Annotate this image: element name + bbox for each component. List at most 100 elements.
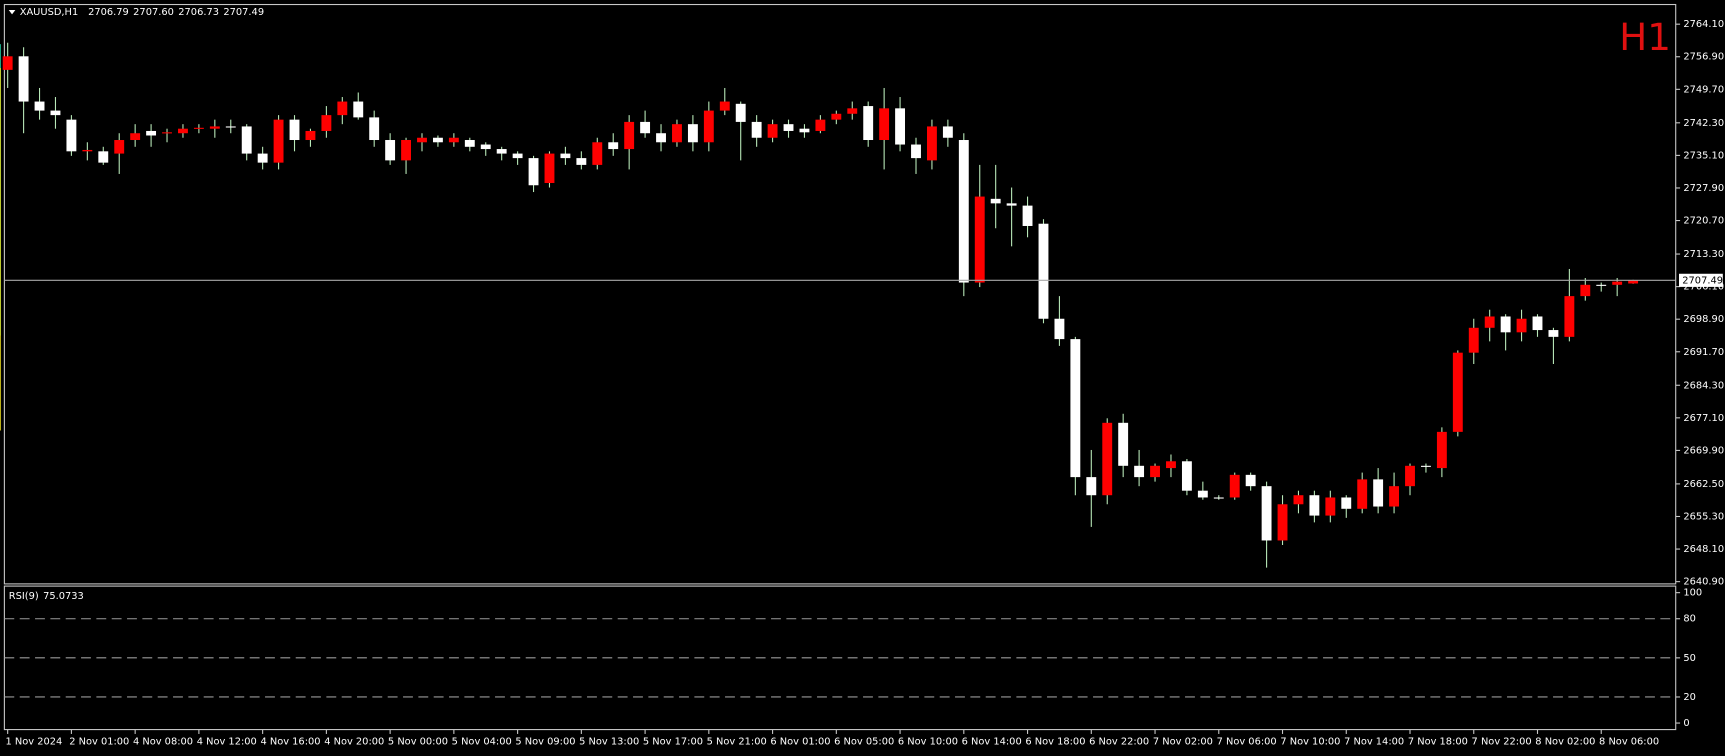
y-tick-label: 2706.10 — [1683, 282, 1724, 293]
last-price-label: 2707.49 — [1682, 275, 1723, 286]
candle-body-down — [942, 126, 953, 138]
candle-body-up — [1628, 280, 1639, 284]
y-tick-label: 2720.70 — [1683, 216, 1724, 227]
x-tick-label: 5 Nov 21:00 — [707, 737, 767, 748]
candle-body-up — [1516, 318, 1527, 333]
y-tick-label: 50 — [1683, 653, 1696, 664]
candle-body-up — [82, 149, 93, 152]
candle-body-up — [879, 108, 890, 141]
candle-body-down — [257, 153, 268, 163]
candle-body-up — [130, 133, 141, 141]
candle-body-down — [576, 158, 587, 165]
candle-body-up — [401, 140, 411, 161]
x-tick-label: 2 Nov 01:00 — [69, 737, 129, 748]
candle-body-down — [911, 144, 921, 159]
candle-body-up — [703, 110, 714, 143]
candle-body-down — [528, 158, 539, 186]
x-tick-label: 6 Nov 18:00 — [1025, 737, 1085, 748]
candle-body-up — [178, 128, 188, 134]
candle-body-down — [958, 140, 969, 283]
y-tick-label: 2691.70 — [1683, 347, 1724, 358]
candle-body-down — [640, 121, 651, 134]
candle-body-down — [1134, 465, 1145, 478]
candle-body-up — [719, 101, 730, 111]
x-tick-label: 6 Nov 10:00 — [898, 737, 958, 748]
candle-body-down — [1309, 495, 1320, 516]
timeframe-annotation: H1 — [1619, 15, 1671, 59]
candle-body-down — [1341, 497, 1352, 509]
y-tick-label: 80 — [1683, 614, 1696, 625]
y-tick-label: 2742.30 — [1683, 118, 1724, 129]
candle-body-down — [369, 117, 380, 141]
candle-body-down — [50, 110, 61, 116]
x-tick-label: 4 Nov 08:00 — [133, 737, 193, 748]
candle-body-down — [1213, 497, 1224, 499]
candle-body-up — [1357, 479, 1368, 509]
candle-body-down — [608, 142, 619, 150]
x-tick-label: 1 Nov 2024 — [5, 737, 62, 748]
candle-body-down — [1532, 316, 1543, 331]
candle-body-down — [512, 153, 523, 159]
candle-body-up — [305, 130, 316, 141]
y-tick-label: 2764.10 — [1683, 19, 1724, 30]
x-tick-label: 6 Nov 01:00 — [770, 737, 830, 748]
candle-body-up — [1102, 422, 1113, 496]
candle-body-up — [209, 126, 220, 129]
x-tick-label: 5 Nov 09:00 — [515, 737, 575, 748]
candle-body-down — [66, 119, 77, 152]
x-tick-label: 4 Nov 20:00 — [324, 737, 384, 748]
candle-body-down — [353, 101, 364, 118]
candle-body-up — [1564, 296, 1575, 337]
y-tick-label: 2749.70 — [1683, 84, 1724, 95]
candle-body-up — [847, 108, 858, 114]
rsi-label: RSI(9) 75.0733 — [9, 591, 84, 602]
y-tick-label: 2677.10 — [1683, 413, 1724, 424]
main-panel-frame — [3, 3, 1677, 585]
candle-body-up — [1612, 281, 1623, 285]
x-tick-label: 6 Nov 05:00 — [834, 737, 894, 748]
y-tick-label: 2735.10 — [1683, 150, 1724, 161]
candle-body-up — [1580, 284, 1591, 297]
candle-body-up — [1484, 316, 1495, 328]
candle-body-down — [1500, 316, 1511, 333]
y-tick-label: 2684.30 — [1683, 380, 1724, 391]
candle-body-up — [1389, 486, 1400, 507]
x-tick-label: 6 Nov 22:00 — [1089, 737, 1149, 748]
candle-body-down — [560, 153, 571, 159]
candle-body-up — [767, 124, 778, 138]
candle-body-down — [1086, 477, 1097, 496]
x-tick-label: 7 Nov 18:00 — [1408, 737, 1468, 748]
candle-body-down — [735, 103, 746, 122]
bar-close: 2707.49 — [223, 7, 264, 18]
candle-body-down — [1038, 223, 1049, 319]
candle-body-up — [162, 132, 172, 134]
menu-triangle — [8, 10, 16, 15]
candle-body-up — [1277, 504, 1288, 541]
candle-body-up — [974, 196, 985, 283]
candle-body-down — [225, 126, 236, 128]
candle-body-down — [1261, 486, 1272, 541]
candle-body-down — [1596, 284, 1607, 286]
candle-body-up — [1325, 497, 1336, 516]
y-tick-label: 100 — [1683, 588, 1702, 599]
y-tick-label: 2648.10 — [1683, 544, 1724, 555]
candle-body-up — [815, 119, 826, 131]
x-tick-label: 5 Nov 13:00 — [579, 737, 639, 748]
candle-body-up — [831, 113, 842, 120]
y-tick-label: 2713.30 — [1683, 249, 1724, 260]
candle-body-up — [1150, 465, 1160, 478]
candle-body-down — [241, 126, 252, 154]
x-tick-label: 8 Nov 02:00 — [1535, 737, 1595, 748]
candle-body-down — [1006, 203, 1017, 206]
candle-body-down — [18, 56, 29, 102]
x-tick-label: 7 Nov 02:00 — [1153, 737, 1213, 748]
candle-body-up — [193, 127, 204, 129]
candle-body-down — [496, 149, 507, 154]
y-tick-label: 2727.90 — [1683, 183, 1724, 194]
candle-body-down — [1373, 479, 1384, 507]
candle-body-down — [1022, 205, 1033, 226]
bar-high: 2707.60 — [133, 7, 174, 18]
x-tick-label: 5 Nov 17:00 — [643, 737, 703, 748]
x-tick-label: 7 Nov 10:00 — [1280, 737, 1340, 748]
